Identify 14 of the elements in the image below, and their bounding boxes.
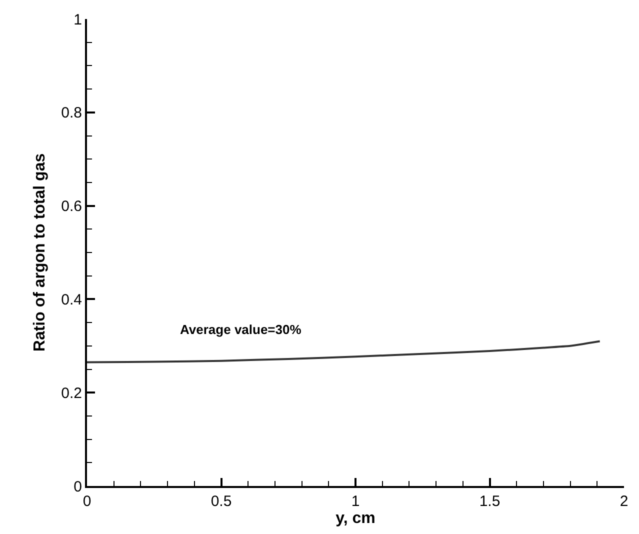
y-tick-label: 0 [74,478,82,496]
y-axis-title: Ratio of argon to total gas [32,153,49,352]
x-tick-label: 1 [351,493,360,510]
y-tick-label: 1 [74,11,82,28]
x-axis-title: y, cm [336,510,376,527]
x-tick-label: 1.5 [479,493,500,510]
y-tick-label: 0.8 [61,104,82,122]
y-tick-label: 0.2 [61,384,82,402]
line-series [87,340,601,364]
annotation: Average value=30% [180,322,302,337]
x-tick-label: 2 [620,493,628,510]
x-tick-label: 0.5 [210,493,232,510]
y-tick-label: 0.4 [61,291,82,308]
y-tick-label: 0.6 [61,198,82,216]
